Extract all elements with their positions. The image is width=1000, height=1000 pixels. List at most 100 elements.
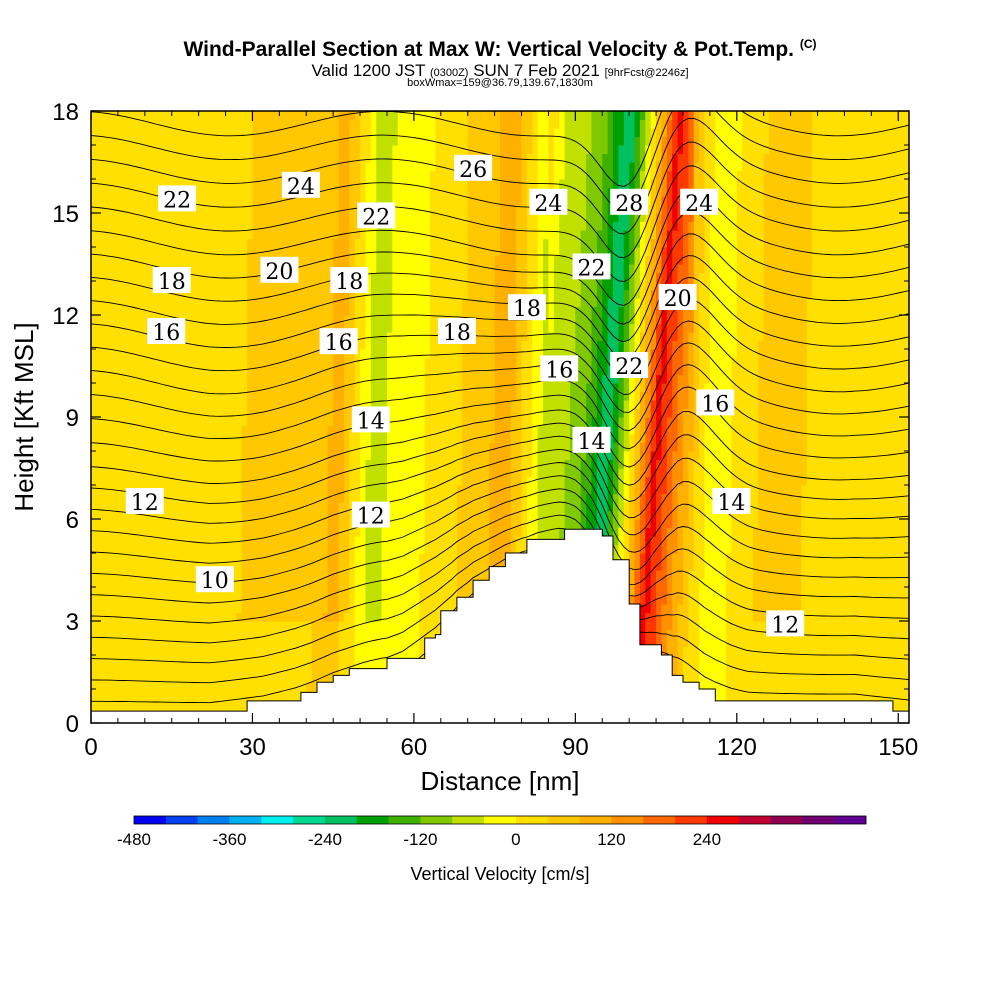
- velocity-cell: [187, 230, 194, 240]
- velocity-cell: [155, 638, 162, 648]
- velocity-cell: [91, 502, 97, 512]
- velocity-cell: [365, 561, 372, 571]
- velocity-cell: [451, 196, 458, 206]
- velocity-cell: [150, 391, 157, 401]
- velocity-cell: [268, 578, 275, 588]
- velocity-cell: [214, 680, 221, 690]
- velocity-cell: [327, 196, 334, 206]
- velocity-cell: [177, 136, 184, 146]
- velocity-cell: [435, 476, 442, 486]
- velocity-cell: [177, 255, 184, 265]
- velocity-cell: [193, 697, 200, 707]
- velocity-cell: [160, 519, 167, 529]
- velocity-cell: [107, 391, 114, 401]
- velocity-cell: [408, 561, 415, 571]
- velocity-cell: [370, 179, 377, 189]
- velocity-cell: [236, 663, 243, 673]
- velocity-cell: [386, 366, 393, 376]
- velocity-cell: [225, 442, 232, 452]
- velocity-cell: [123, 612, 130, 622]
- velocity-cell: [230, 391, 237, 401]
- velocity-cell: [300, 332, 307, 342]
- velocity-cell: [386, 451, 393, 461]
- velocity-cell: [295, 519, 302, 529]
- velocity-cell: [349, 119, 356, 129]
- velocity-cell: [150, 145, 157, 155]
- velocity-cell: [139, 298, 146, 308]
- velocity-cell: [198, 417, 205, 427]
- velocity-cell: [128, 264, 135, 274]
- velocity-cell: [101, 298, 108, 308]
- velocity-cell: [209, 298, 216, 308]
- velocity-cell: [230, 638, 237, 648]
- velocity-cell: [403, 179, 410, 189]
- velocity-cell: [306, 570, 313, 580]
- velocity-cell: [306, 476, 313, 486]
- velocity-cell: [187, 451, 194, 461]
- velocity-cell: [397, 561, 404, 571]
- velocity-cell: [317, 357, 324, 367]
- velocity-cell: [273, 247, 280, 257]
- velocity-cell: [311, 425, 318, 435]
- velocity-cell: [354, 306, 361, 316]
- velocity-cell: [327, 179, 334, 189]
- velocity-cell: [236, 281, 243, 291]
- velocity-cell: [198, 553, 205, 563]
- velocity-cell: [230, 298, 237, 308]
- velocity-cell: [435, 247, 442, 257]
- velocity-cell: [187, 153, 194, 163]
- velocity-cell: [155, 510, 162, 520]
- velocity-cell: [177, 587, 184, 597]
- velocity-cell: [182, 638, 189, 648]
- velocity-cell: [112, 255, 119, 265]
- velocity-cell: [107, 383, 114, 393]
- velocity-cell: [101, 468, 108, 478]
- velocity-cell: [241, 119, 248, 129]
- velocity-cell: [155, 629, 162, 639]
- velocity-cell: [257, 621, 264, 631]
- velocity-cell: [268, 434, 275, 444]
- velocity-cell: [435, 468, 442, 478]
- velocity-cell: [117, 689, 124, 699]
- velocity-cell: [381, 230, 388, 240]
- velocity-cell: [160, 221, 167, 231]
- velocity-cell: [397, 128, 404, 138]
- velocity-cell: [376, 400, 383, 410]
- velocity-cell: [370, 468, 377, 478]
- velocity-cell: [220, 476, 227, 486]
- velocity-cell: [392, 221, 399, 231]
- velocity-cell: [370, 247, 377, 257]
- velocity-cell: [214, 357, 221, 367]
- velocity-cell: [419, 476, 426, 486]
- velocity-cell: [128, 374, 135, 384]
- velocity-cell: [214, 451, 221, 461]
- velocity-cell: [268, 663, 275, 673]
- velocity-cell: [430, 281, 437, 291]
- velocity-cell: [333, 357, 340, 367]
- velocity-cell: [198, 629, 205, 639]
- velocity-cell: [144, 629, 151, 639]
- velocity-cell: [96, 612, 103, 622]
- velocity-cell: [343, 170, 350, 180]
- velocity-cell: [365, 162, 372, 172]
- velocity-cell: [290, 162, 297, 172]
- velocity-cell: [230, 145, 237, 155]
- velocity-cell: [311, 493, 318, 503]
- velocity-cell: [349, 230, 356, 240]
- velocity-cell: [343, 417, 350, 427]
- velocity-cell: [430, 306, 437, 316]
- velocity-cell: [268, 544, 275, 554]
- velocity-cell: [214, 374, 221, 384]
- velocity-cell: [343, 289, 350, 299]
- velocity-cell: [343, 578, 350, 588]
- velocity-cell: [257, 451, 264, 461]
- velocity-cell: [123, 383, 130, 393]
- velocity-cell: [107, 451, 114, 461]
- velocity-cell: [252, 238, 259, 248]
- velocity-cell: [403, 570, 410, 580]
- velocity-cell: [160, 451, 167, 461]
- velocity-cell: [311, 468, 318, 478]
- velocity-cell: [392, 170, 399, 180]
- velocity-cell: [139, 264, 146, 274]
- velocity-cell: [166, 366, 173, 376]
